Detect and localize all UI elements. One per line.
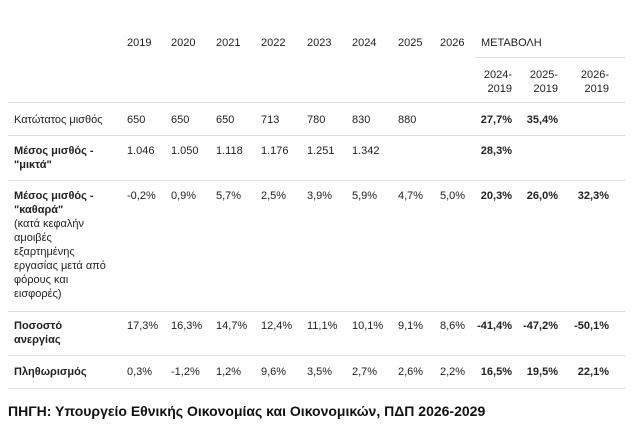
cell: 4,7% <box>398 190 424 202</box>
change-cell: 27,7% <box>480 114 512 126</box>
row-label: Πληθωρισμός <box>14 366 87 378</box>
change-cell: 22,1% <box>577 366 609 378</box>
cell: 3,5% <box>307 366 333 378</box>
cell: 2,7% <box>352 366 378 378</box>
cell: 0,9% <box>171 190 197 202</box>
row-note: (κατά κεφαλήν αμοιβές εξαρτημένης εργασί… <box>14 218 106 300</box>
year-header: 2020 <box>171 37 196 49</box>
cell: 17,3% <box>127 320 159 332</box>
change-cell: 20,3% <box>480 190 512 202</box>
cell: 8,6% <box>440 320 466 332</box>
change-cell: 26,0% <box>526 190 558 202</box>
cell: 1.251 <box>307 145 335 157</box>
divider <box>8 135 625 136</box>
change-header: ΜΕΤΑΒΟΛΗ <box>481 37 542 49</box>
year-header: 2024 <box>352 37 377 49</box>
cell: 1.118 <box>216 145 243 157</box>
change-column-header: 2025- 2019 <box>529 69 558 95</box>
change-cell: -41,4% <box>477 320 512 332</box>
change-cell: 32,3% <box>577 190 609 202</box>
divider <box>475 57 625 58</box>
cell: 650 <box>171 114 190 126</box>
row-label: Κατώτατος μισθός <box>14 114 103 126</box>
divider <box>8 180 625 181</box>
year-header: 2023 <box>307 37 332 49</box>
row-label: Μέσος μισθός - "καθαρά" <box>14 190 94 216</box>
cell: 880 <box>398 114 417 126</box>
change-column-header: 2026- 2019 <box>580 69 609 95</box>
cell: 1.176 <box>261 145 289 157</box>
year-header: 2026 <box>440 37 465 49</box>
year-header: 2022 <box>261 37 286 49</box>
cell: 9,6% <box>261 366 287 378</box>
year-header: 2021 <box>216 37 241 49</box>
cell: 10,1% <box>352 320 384 332</box>
cell: 14,7% <box>216 320 248 332</box>
year-header: 2019 <box>127 37 152 49</box>
change-column-header: 2024- 2019 <box>483 69 512 95</box>
cell: 11,1% <box>307 320 338 332</box>
cell: 2,5% <box>261 190 287 202</box>
change-cell: -47,2% <box>523 320 558 332</box>
source: ΠΗΓΗ: Υπουργείο Εθνικής Οικονομίας και Ο… <box>8 403 486 419</box>
cell: 2,6% <box>398 366 424 378</box>
cell: 2,2% <box>440 366 466 378</box>
cell: 0,3% <box>127 366 153 378</box>
cell: 830 <box>352 114 371 126</box>
row-label: Ποσοστό ανεργίας <box>14 320 63 346</box>
cell: -1,2% <box>171 366 200 378</box>
divider <box>8 102 625 103</box>
cell: 650 <box>127 114 146 126</box>
cell: 1.050 <box>171 145 199 157</box>
cell: 5,9% <box>352 190 378 202</box>
cell: 650 <box>216 114 235 126</box>
row-label: Μέσος μισθός - "μικτά" <box>14 145 94 171</box>
change-cell: 28,3% <box>480 145 512 157</box>
year-header: 2025 <box>398 37 423 49</box>
cell: 9,1% <box>398 320 424 332</box>
cell: 713 <box>261 114 280 126</box>
cell: 780 <box>307 114 326 126</box>
cell: 1,2% <box>216 366 242 378</box>
divider <box>8 355 625 356</box>
cell: 5,0% <box>440 190 466 202</box>
divider <box>8 388 625 389</box>
change-cell: 16,5% <box>480 366 512 378</box>
divider <box>8 311 625 312</box>
change-cell: 35,4% <box>526 114 558 126</box>
cell: 3,9% <box>307 190 333 202</box>
cell: 5,7% <box>216 190 242 202</box>
cell: 16,3% <box>171 320 203 332</box>
cell: 1.342 <box>352 145 380 157</box>
cell: 1.046 <box>127 145 155 157</box>
change-cell: -50,1% <box>574 320 609 332</box>
cell: -0,2% <box>127 190 156 202</box>
change-cell: 19,5% <box>526 366 558 378</box>
cell: 12,4% <box>261 320 293 332</box>
